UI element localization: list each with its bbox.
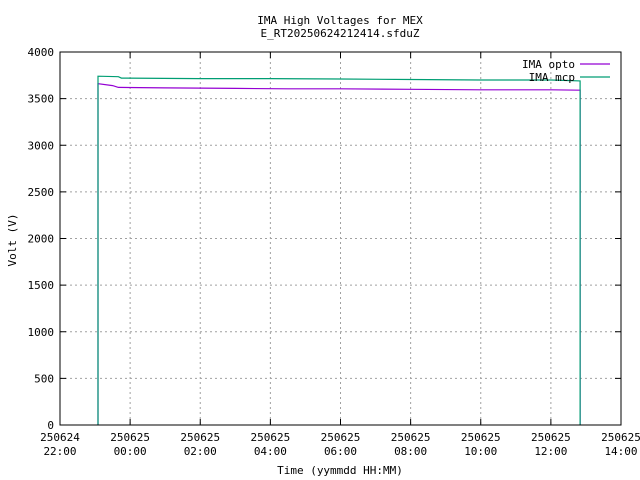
plot-frame — [59, 51, 622, 426]
x-tick-label-time: 00:00 — [114, 445, 147, 458]
x-tick-label-date: 250625 — [110, 431, 150, 444]
x-tick-label-date: 250624 — [40, 431, 80, 444]
x-tick-label-date: 250625 — [321, 431, 361, 444]
x-tick-label-time: 08:00 — [394, 445, 427, 458]
legend-label: IMA mcp — [529, 71, 575, 84]
x-tick-label-time: 14:00 — [604, 445, 637, 458]
y-axis-label: Volt (V) — [6, 214, 19, 267]
x-tick-label-time: 04:00 — [254, 445, 287, 458]
series-line-ima-opto — [97, 83, 581, 425]
x-tick-label-time: 22:00 — [43, 445, 76, 458]
x-tick-label-date: 250625 — [531, 431, 571, 444]
x-tick-label-time: 02:00 — [184, 445, 217, 458]
y-tick-label: 1000 — [28, 326, 55, 339]
x-axis-label: Time (yymmdd HH:MM) — [277, 464, 403, 477]
x-tick-label-time: 12:00 — [534, 445, 567, 458]
x-tick-label-date: 250625 — [251, 431, 291, 444]
y-tick-label: 2500 — [28, 186, 55, 199]
x-tick-label-date: 250625 — [461, 431, 501, 444]
x-tick-label-time: 10:00 — [464, 445, 497, 458]
y-tick-label: 3500 — [28, 93, 55, 106]
x-tick-label-time: 06:00 — [324, 445, 357, 458]
y-tick-label: 4000 — [28, 46, 55, 59]
legend-label: IMA opto — [522, 58, 575, 71]
y-tick-label: 1500 — [28, 279, 55, 292]
series-line-ima-mcp — [97, 75, 581, 425]
x-tick-label-date: 250625 — [391, 431, 431, 444]
x-tick-label-date: 250625 — [601, 431, 640, 444]
y-tick-label: 0 — [47, 419, 54, 432]
x-tick-label-date: 250625 — [180, 431, 220, 444]
axis-ticks: 0 500 1000 1500 2000 2500 3000 3500 4000 25062422… — [28, 46, 640, 458]
chart-title: IMA High Voltages for MEX — [257, 14, 423, 27]
grid — [60, 52, 621, 425]
y-tick-label: 3000 — [28, 139, 55, 152]
plot-series — [97, 75, 581, 425]
y-tick-label: 500 — [34, 372, 54, 385]
chart-subtitle: E_RT20250624212414.sfduZ — [261, 27, 420, 40]
y-tick-label: 2000 — [28, 233, 55, 246]
